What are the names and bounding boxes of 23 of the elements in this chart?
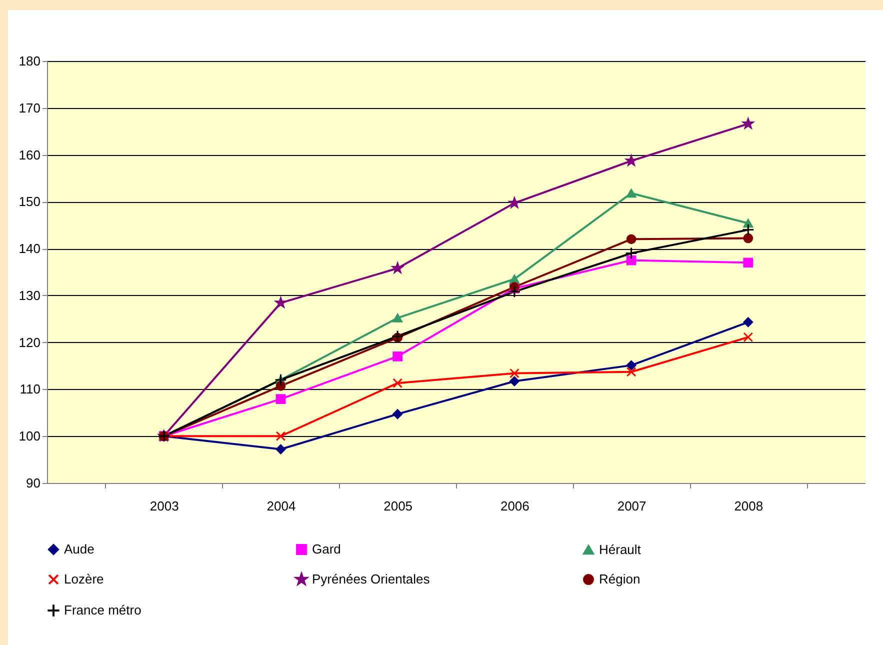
legend-label: Lozère <box>64 572 104 586</box>
y-tick-label: 150 <box>18 194 40 210</box>
y-tick-label: 100 <box>18 428 40 444</box>
y-tick-label: 120 <box>18 334 40 350</box>
legend-label: Aude <box>64 542 94 557</box>
y-tick-label: 170 <box>18 100 40 116</box>
legend-label: Région <box>599 572 640 586</box>
x-tick-label: 2006 <box>500 498 530 514</box>
y-tick-label: 90 <box>26 476 40 490</box>
legend-label: Hérault <box>599 542 642 557</box>
y-tick-label: 160 <box>18 147 40 162</box>
legend-label: France métro <box>64 602 142 618</box>
y-tick-label: 140 <box>18 241 40 256</box>
y-tick-label: 130 <box>18 288 40 303</box>
x-tick-label: 2005 <box>384 498 413 514</box>
y-tick-label: 110 <box>20 382 40 397</box>
x-tick-label: 2007 <box>617 498 646 514</box>
legend-label: Gard <box>312 542 341 557</box>
x-tick-label: 2004 <box>266 498 296 514</box>
y-tick-label: 180 <box>18 54 40 68</box>
x-tick-label: 2003 <box>150 498 179 514</box>
x-tick-label: 2008 <box>734 498 764 514</box>
legend-label: Pyrénées Orientales <box>312 572 430 586</box>
